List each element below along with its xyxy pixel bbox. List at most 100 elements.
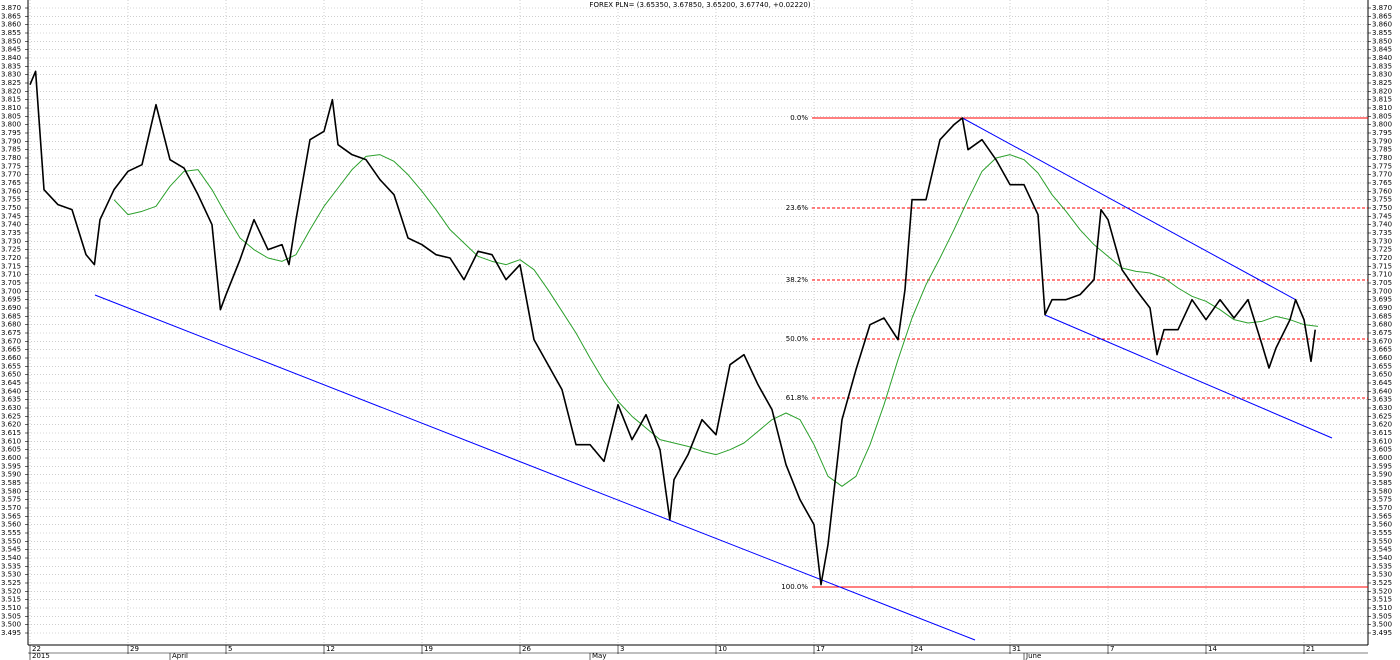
price-line bbox=[113, 154, 1319, 487]
y-tick-label: 3.715 bbox=[1372, 262, 1392, 270]
y-tick-label: 3.560 bbox=[1372, 521, 1392, 529]
y-tick-label: 3.625 bbox=[1372, 412, 1392, 420]
y-tick-label: 3.870 bbox=[1372, 4, 1392, 12]
y-tick-label: 3.655 bbox=[1372, 362, 1392, 370]
y-tick-label: 3.790 bbox=[1372, 137, 1392, 145]
y-tick-label: 3.610 bbox=[1, 437, 21, 445]
y-tick-label: 3.550 bbox=[1372, 537, 1392, 545]
y-tick-label: 3.825 bbox=[1, 79, 21, 87]
y-tick-label: 3.590 bbox=[1372, 471, 1392, 479]
y-tick-label: 3.640 bbox=[1, 387, 21, 395]
y-tick-label: 3.740 bbox=[1372, 221, 1392, 229]
y-tick-label: 3.780 bbox=[1372, 154, 1392, 162]
y-tick-label: 3.620 bbox=[1, 421, 21, 429]
y-tick-label: 3.505 bbox=[1372, 612, 1392, 620]
y-tick-label: 3.520 bbox=[1, 587, 21, 595]
y-tick-label: 3.730 bbox=[1, 237, 21, 245]
y-tick-label: 3.670 bbox=[1372, 337, 1392, 345]
price-line bbox=[29, 70, 1317, 586]
y-tick-label: 3.635 bbox=[1372, 396, 1392, 404]
y-tick-label: 3.615 bbox=[1, 429, 21, 437]
y-tick-label: 3.745 bbox=[1, 212, 21, 220]
y-tick-label: 3.615 bbox=[1372, 429, 1392, 437]
y-tick-label: 3.740 bbox=[1, 221, 21, 229]
y-tick-label: 3.755 bbox=[1372, 196, 1392, 204]
y-tick-label: 3.715 bbox=[1, 262, 21, 270]
trendline bbox=[1044, 314, 1333, 439]
y-tick-label: 3.535 bbox=[1, 562, 21, 570]
x-tick-label: 24 bbox=[914, 645, 923, 653]
y-tick-label: 3.645 bbox=[1372, 379, 1392, 387]
y-tick-label: 3.795 bbox=[1, 129, 21, 137]
y-tick-label: 3.585 bbox=[1372, 479, 1392, 487]
fib-label: 23.6% bbox=[786, 204, 809, 212]
y-tick-label: 3.780 bbox=[1, 154, 21, 162]
y-tick-label: 3.495 bbox=[1372, 629, 1392, 637]
y-tick-label: 3.610 bbox=[1372, 437, 1392, 445]
y-tick-label: 3.660 bbox=[1, 354, 21, 362]
y-tick-label: 3.560 bbox=[1, 521, 21, 529]
chart-title: FOREX PLN= (3.65350, 3.67850, 3.65200, 3… bbox=[589, 1, 810, 9]
y-tick-label: 3.535 bbox=[1372, 562, 1392, 570]
y-tick-label: 3.835 bbox=[1, 62, 21, 70]
y-tick-label: 3.730 bbox=[1372, 237, 1392, 245]
fib-label: 0.0% bbox=[790, 114, 808, 122]
y-tick-label: 3.680 bbox=[1, 321, 21, 329]
y-tick-label: 3.550 bbox=[1, 537, 21, 545]
y-tick-label: 3.800 bbox=[1, 121, 21, 129]
x-major-label: April bbox=[172, 652, 188, 660]
y-tick-label: 3.510 bbox=[1372, 604, 1392, 612]
y-tick-label: 3.855 bbox=[1, 29, 21, 37]
y-tick-label: 3.850 bbox=[1372, 37, 1392, 45]
y-tick-label: 3.820 bbox=[1372, 87, 1392, 95]
x-tick-label: 29 bbox=[130, 645, 139, 653]
y-tick-label: 3.760 bbox=[1, 187, 21, 195]
y-tick-label: 3.775 bbox=[1372, 162, 1392, 170]
x-tick-label: 19 bbox=[424, 645, 433, 653]
y-tick-label: 3.820 bbox=[1, 87, 21, 95]
y-tick-label: 3.765 bbox=[1, 179, 21, 187]
y-tick-label: 3.625 bbox=[1, 412, 21, 420]
y-tick-label: 3.575 bbox=[1372, 496, 1392, 504]
x-tick-label: 14 bbox=[1208, 645, 1217, 653]
y-tick-label: 3.785 bbox=[1372, 146, 1392, 154]
y-tick-label: 3.640 bbox=[1372, 387, 1392, 395]
y-tick-label: 3.515 bbox=[1372, 596, 1392, 604]
y-tick-label: 3.790 bbox=[1, 137, 21, 145]
y-tick-label: 3.810 bbox=[1, 104, 21, 112]
y-tick-label: 3.505 bbox=[1, 612, 21, 620]
y-tick-label: 3.805 bbox=[1, 112, 21, 120]
y-tick-label: 3.810 bbox=[1372, 104, 1392, 112]
y-tick-label: 3.545 bbox=[1, 546, 21, 554]
y-tick-label: 3.695 bbox=[1372, 296, 1392, 304]
x-tick-label: 22 bbox=[32, 645, 41, 653]
y-tick-label: 3.850 bbox=[1, 37, 21, 45]
y-tick-label: 3.775 bbox=[1, 162, 21, 170]
y-tick-label: 3.670 bbox=[1, 337, 21, 345]
y-tick-label: 3.510 bbox=[1, 604, 21, 612]
y-tick-label: 3.685 bbox=[1, 312, 21, 320]
y-tick-label: 3.805 bbox=[1372, 112, 1392, 120]
y-tick-label: 3.605 bbox=[1, 446, 21, 454]
y-tick-label: 3.710 bbox=[1372, 271, 1392, 279]
y-tick-label: 3.865 bbox=[1372, 12, 1392, 20]
y-tick-label: 3.845 bbox=[1, 46, 21, 54]
x-tick-label: 26 bbox=[522, 645, 531, 653]
y-tick-label: 3.665 bbox=[1, 346, 21, 354]
fib-label: 38.2% bbox=[786, 276, 809, 284]
y-tick-label: 3.570 bbox=[1372, 504, 1392, 512]
x-tick-label: 12 bbox=[326, 645, 335, 653]
y-tick-label: 3.825 bbox=[1372, 79, 1392, 87]
y-tick-label: 3.600 bbox=[1, 454, 21, 462]
y-tick-label: 3.495 bbox=[1, 629, 21, 637]
x-major-label: 2015 bbox=[32, 652, 50, 660]
y-tick-label: 3.720 bbox=[1, 254, 21, 262]
x-tick-label: 7 bbox=[1110, 645, 1114, 653]
y-tick-label: 3.750 bbox=[1, 204, 21, 212]
y-tick-label: 3.840 bbox=[1372, 54, 1392, 62]
y-tick-label: 3.595 bbox=[1, 462, 21, 470]
y-tick-label: 3.845 bbox=[1372, 46, 1392, 54]
y-tick-label: 3.575 bbox=[1, 496, 21, 504]
